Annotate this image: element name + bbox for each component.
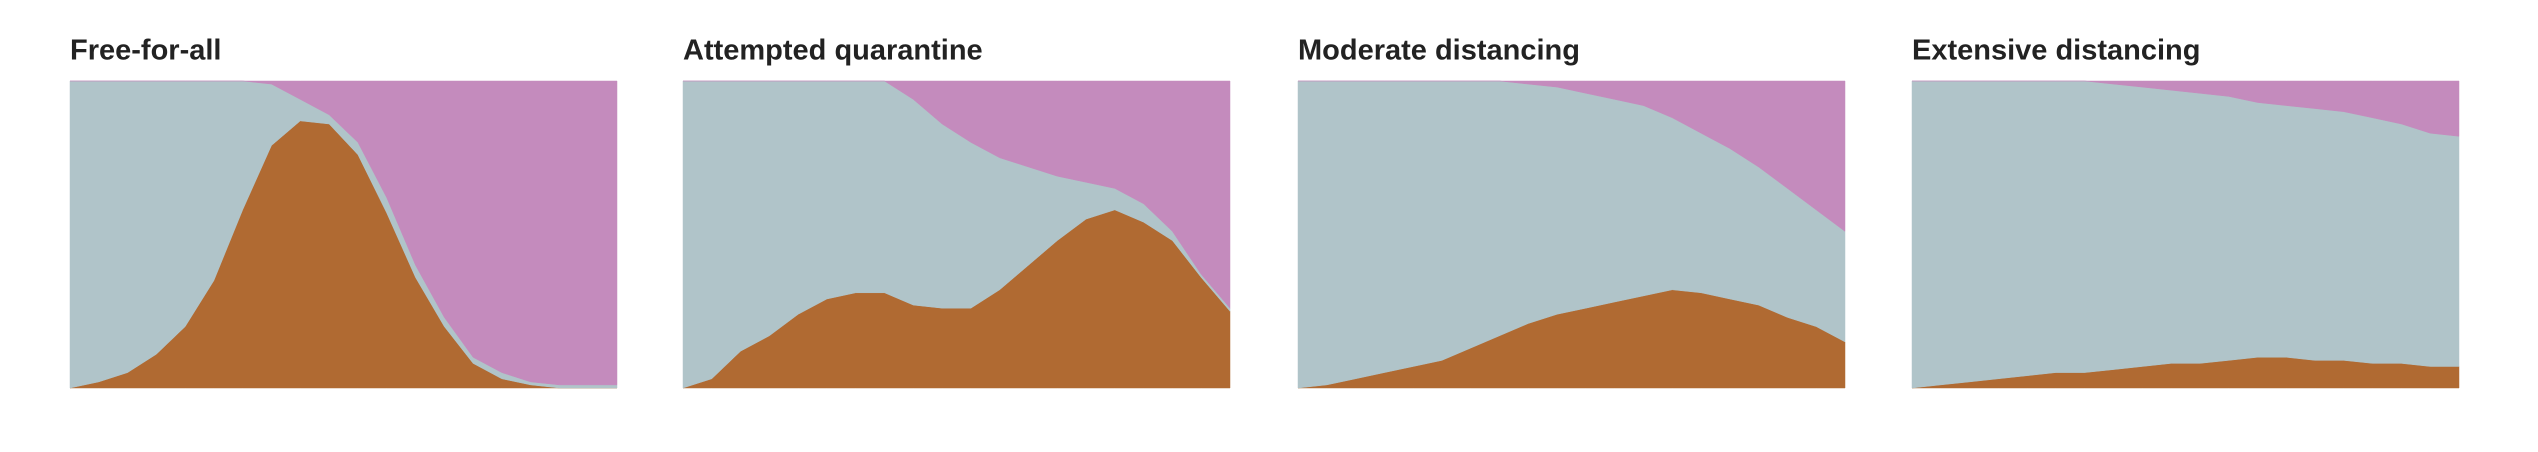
panel-title: Moderate distancing: [1298, 35, 1580, 67]
area: [70, 80, 618, 386]
area: [1298, 80, 1846, 232]
panel-title: Free-for-all: [70, 35, 221, 67]
area: [1912, 80, 2460, 137]
panel-title: Attempted quarantine: [683, 35, 983, 67]
panel-title: Extensive distancing: [1912, 35, 2201, 67]
area: [1911, 80, 2460, 389]
area: [683, 80, 1231, 309]
